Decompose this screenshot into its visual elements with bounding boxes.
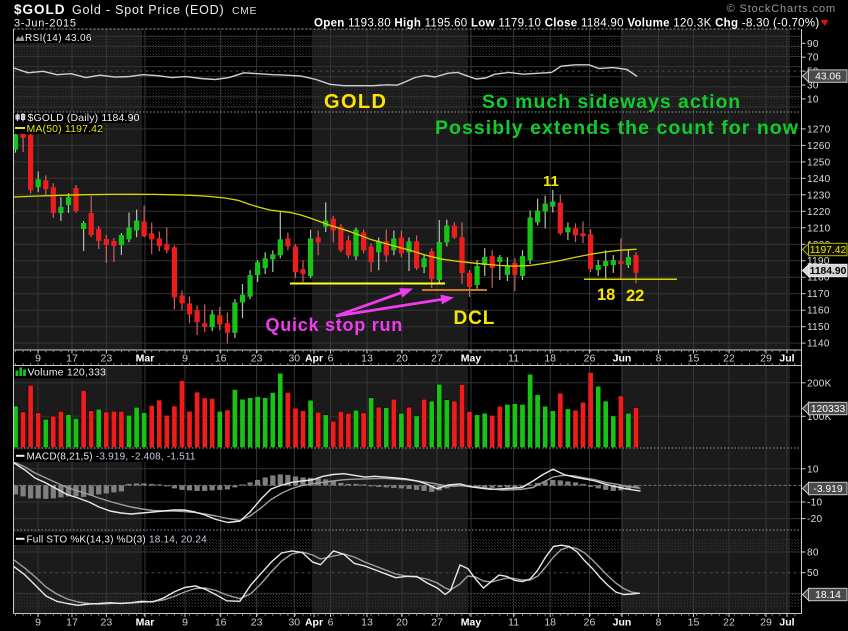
- svg-text:-10: -10: [807, 498, 822, 509]
- svg-text:1180: 1180: [807, 273, 830, 284]
- svg-text:6: 6: [328, 353, 334, 365]
- svg-text:22: 22: [723, 617, 735, 629]
- svg-text:13: 13: [361, 617, 373, 629]
- svg-text:3-Jun-2015: 3-Jun-2015: [14, 18, 77, 30]
- svg-text:15: 15: [688, 353, 700, 365]
- svg-text:22: 22: [626, 287, 644, 305]
- svg-text:-3.919: -3.919: [813, 484, 842, 495]
- svg-text:Quick stop run: Quick stop run: [266, 315, 404, 335]
- svg-text:1190: 1190: [807, 256, 830, 267]
- svg-text:MACD(8,21,5) -3.919, -2.408, -: MACD(8,21,5) -3.919, -2.408, -1.511: [27, 451, 196, 462]
- svg-text:1160: 1160: [807, 306, 830, 317]
- svg-text:29: 29: [760, 353, 772, 365]
- svg-text:1240: 1240: [807, 174, 831, 185]
- svg-text:DCL: DCL: [454, 308, 496, 329]
- svg-text:200K: 200K: [807, 378, 832, 389]
- svg-text:1210: 1210: [807, 223, 831, 234]
- svg-text:27: 27: [431, 353, 443, 365]
- svg-text:$GOLD: $GOLD: [14, 2, 66, 17]
- svg-text:-20: -20: [807, 514, 822, 525]
- svg-text:16: 16: [215, 617, 227, 629]
- svg-text:18: 18: [544, 353, 556, 365]
- svg-text:Open 1193.80 High 1195.60 Low: Open 1193.80 High 1195.60 Low 1179.10 Cl…: [314, 18, 820, 30]
- svg-text:18: 18: [544, 617, 556, 629]
- svg-text:1230: 1230: [807, 190, 831, 201]
- svg-text:10: 10: [807, 94, 819, 105]
- svg-text:100K: 100K: [807, 412, 832, 423]
- svg-text:30: 30: [288, 617, 300, 629]
- svg-text:23: 23: [101, 353, 113, 365]
- svg-text:Mar: Mar: [136, 353, 155, 365]
- svg-text:Jul: Jul: [779, 617, 794, 629]
- svg-text:16: 16: [215, 353, 227, 365]
- svg-text:26: 26: [584, 353, 596, 365]
- svg-text:29: 29: [760, 617, 772, 629]
- svg-text:30: 30: [288, 353, 300, 365]
- svg-text:120333: 120333: [811, 404, 846, 415]
- svg-text:6: 6: [328, 617, 334, 629]
- svg-text:Possibly extends the count for: Possibly extends the count for now: [435, 117, 799, 139]
- svg-text:27: 27: [431, 617, 443, 629]
- svg-text:50: 50: [807, 568, 819, 579]
- svg-text:23: 23: [101, 617, 113, 629]
- svg-text:1184.90: 1184.90: [810, 266, 847, 277]
- svg-text:1260: 1260: [807, 141, 831, 152]
- svg-text:1250: 1250: [807, 157, 831, 168]
- svg-text:18: 18: [597, 286, 615, 304]
- svg-text:© StockCharts.com: © StockCharts.com: [727, 3, 836, 15]
- svg-text:Jun: Jun: [613, 617, 632, 629]
- svg-text:1270: 1270: [807, 124, 831, 135]
- svg-text:Jul: Jul: [779, 353, 794, 365]
- svg-text:Apr: Apr: [305, 353, 323, 365]
- svg-text:So much sideways action: So much sideways action: [482, 91, 741, 113]
- svg-text:9: 9: [35, 353, 41, 365]
- svg-text:GOLD: GOLD: [324, 91, 387, 113]
- svg-text:8: 8: [656, 353, 662, 365]
- svg-text:Apr: Apr: [305, 617, 323, 629]
- svg-text:8: 8: [656, 617, 662, 629]
- svg-text:CME: CME: [232, 5, 257, 17]
- svg-text:20: 20: [396, 617, 408, 629]
- svg-text:1140: 1140: [807, 339, 830, 350]
- svg-text:70: 70: [807, 53, 819, 64]
- svg-text:23: 23: [251, 617, 263, 629]
- svg-text:10: 10: [807, 464, 819, 475]
- svg-text:11: 11: [508, 353, 519, 365]
- svg-text:20: 20: [396, 353, 408, 365]
- svg-text:43.06: 43.06: [815, 72, 841, 83]
- svg-text:11: 11: [543, 173, 559, 190]
- svg-text:15: 15: [688, 617, 700, 629]
- svg-text:1220: 1220: [807, 207, 831, 218]
- svg-text:23: 23: [251, 353, 263, 365]
- svg-text:9: 9: [182, 353, 188, 365]
- svg-text:9: 9: [35, 617, 41, 629]
- svg-text:11: 11: [508, 617, 519, 629]
- svg-text:1170: 1170: [807, 289, 830, 300]
- svg-text:1197.42: 1197.42: [810, 245, 847, 256]
- svg-text:18.14: 18.14: [815, 590, 841, 601]
- svg-text:90: 90: [807, 39, 819, 50]
- svg-text:Jun: Jun: [613, 353, 632, 365]
- svg-text:Volume 120,333: Volume 120,333: [28, 367, 107, 379]
- svg-text:May: May: [461, 353, 482, 365]
- svg-text:RSI(14) 43.06: RSI(14) 43.06: [25, 33, 92, 44]
- svg-text:9: 9: [182, 617, 188, 629]
- svg-text:$GOLD (Daily) 1184.90: $GOLD (Daily) 1184.90: [28, 112, 140, 124]
- svg-text:1150: 1150: [807, 322, 830, 333]
- svg-text:22: 22: [723, 353, 735, 365]
- svg-text:80: 80: [807, 548, 819, 559]
- svg-text:Gold - Spot Price (EOD): Gold - Spot Price (EOD): [72, 3, 224, 17]
- svg-text:Mar: Mar: [136, 617, 155, 629]
- svg-text:13: 13: [361, 353, 373, 365]
- svg-text:17: 17: [66, 617, 78, 629]
- svg-text:May: May: [461, 617, 482, 629]
- svg-text:30: 30: [807, 81, 819, 92]
- svg-text:Full STO %K(14,3) %D(3) 18.14,: Full STO %K(14,3) %D(3) 18.14, 20.24: [27, 534, 208, 545]
- svg-text:26: 26: [584, 617, 596, 629]
- svg-text:MA(50) 1197.42: MA(50) 1197.42: [27, 123, 104, 135]
- svg-text:17: 17: [66, 353, 78, 365]
